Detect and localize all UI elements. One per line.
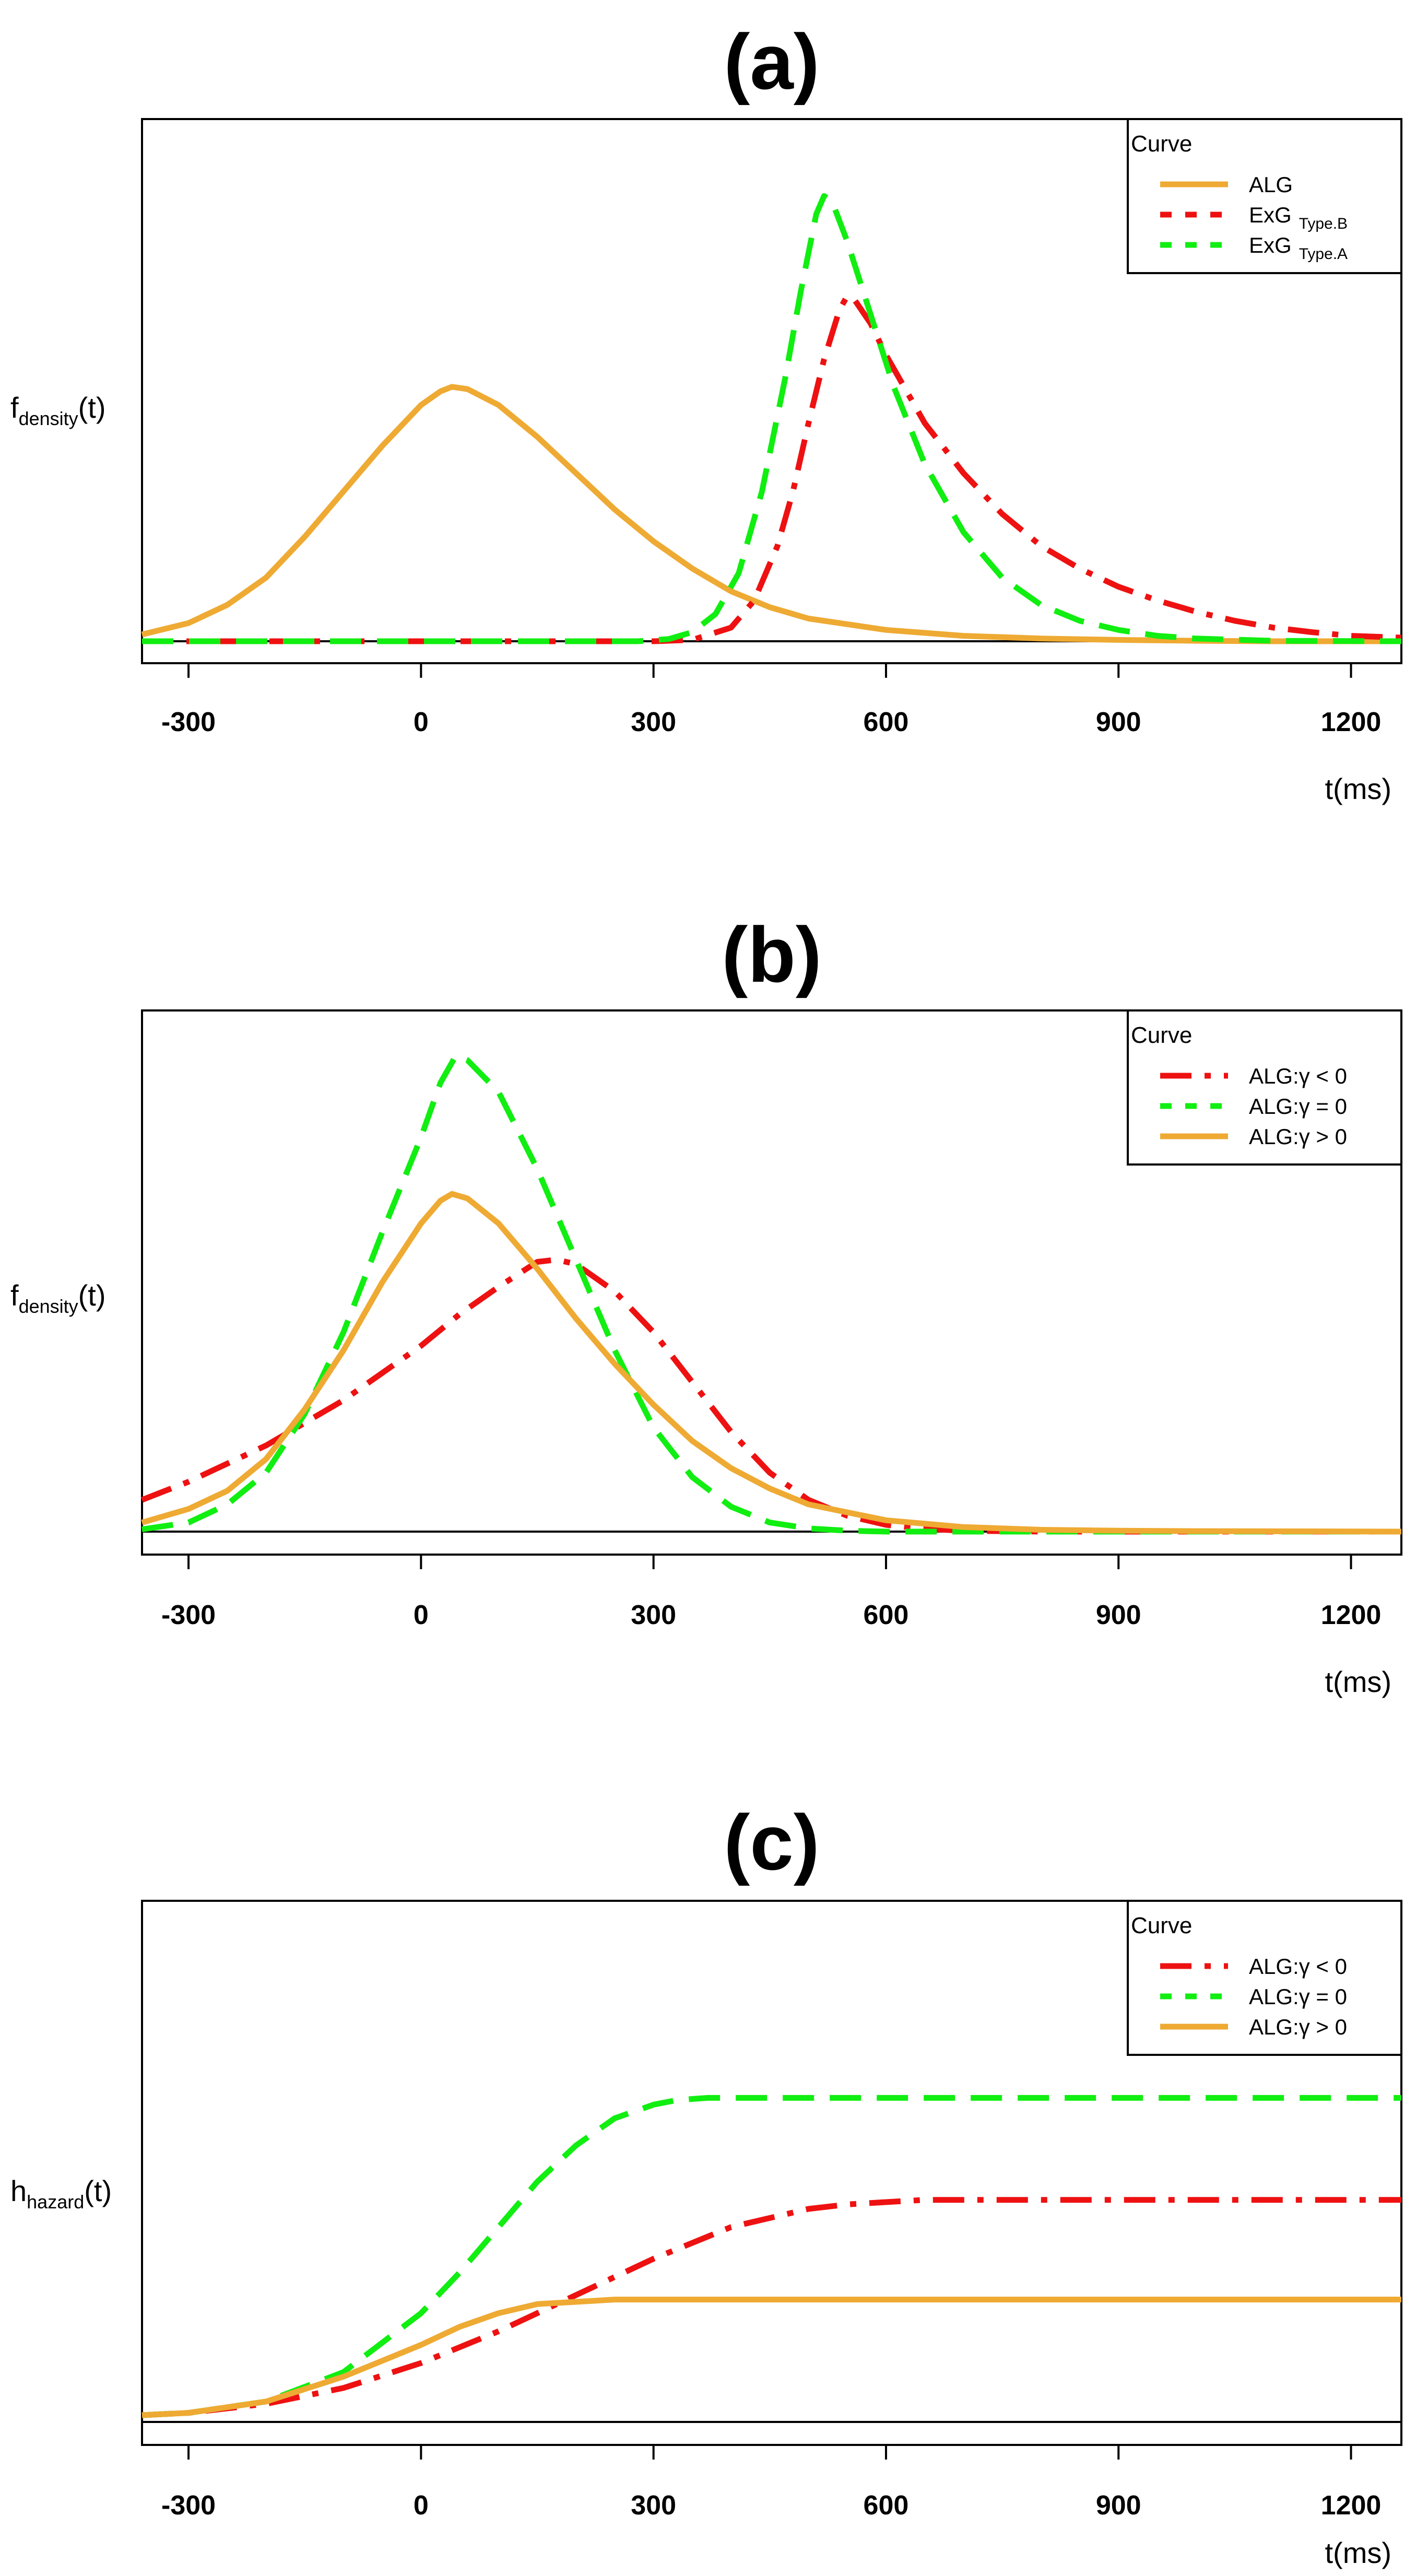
legend-label: ALG:γ < 0 [1249,1954,1347,1979]
x-tick-label: 0 [414,1600,429,1630]
y-axis-label: hhazard(t) [10,2174,112,2213]
x-tick-label: 300 [631,1600,676,1630]
x-tick-label: 900 [1096,707,1141,737]
chart-panel-a: (a) -300 0 300 600 900 1200 t(ms) fdensity(t) Cur… [10,18,1402,805]
chart-panel-c: (c) -300 0 300 600 900 1200 t(ms) hhazard(t) Curv… [10,1798,1402,2569]
plot-frame [141,1009,1402,1556]
plot-frame [141,118,1402,664]
x-tick-label: 600 [864,1600,909,1630]
legend-label: ALG:γ < 0 [1249,1064,1347,1088]
legend-label: ALG:γ = 0 [1249,1984,1347,2009]
legend-label: ALG:γ > 0 [1249,2015,1347,2039]
x-tick-label: 1200 [1321,2490,1382,2521]
panel-title: (c) [724,1798,819,1886]
series-line-3 [142,193,1402,644]
x-tick-label: -300 [161,707,216,737]
x-tick-label: 0 [414,2490,429,2521]
x-axis-label: t(ms) [1325,2536,1391,2569]
x-tick-label: 1200 [1321,707,1382,737]
panel-title: (b) [722,911,822,998]
series-line-1 [141,384,1401,644]
y-axis-label: fdensity(t) [10,1279,106,1317]
legend-label: ALG:γ > 0 [1249,1124,1347,1149]
legend-label: ALG [1249,172,1293,197]
x-tick-label: 1200 [1321,1600,1382,1630]
x-tick-label: 900 [1096,2490,1141,2521]
x-tick-label: 600 [864,707,909,737]
legend-title: Curve [1131,1913,1192,1938]
x-axis-label: t(ms) [1325,772,1391,805]
legend-label: ExG Type.A [1249,233,1348,263]
series-line-2 [141,1053,1401,1535]
series-line-1 [141,1256,1401,1535]
legend-box [1127,118,1402,274]
x-tick-label: 300 [631,2490,676,2521]
legend-title: Curve [1131,1022,1192,1048]
series-line-3 [141,2297,1401,2418]
x-tick-label: 0 [414,707,429,737]
series-line-1 [141,2197,1401,2418]
x-tick-label: 300 [631,707,676,737]
y-axis-label: fdensity(t) [10,391,106,429]
panel-title: (a) [724,18,819,105]
legend: Curve ALG:γ < 0 ALG:γ = 0 ALG:γ > 0 [1127,1009,1402,1166]
legend-title: Curve [1131,131,1192,157]
series-line-2 [142,293,1402,644]
legend-label: ExG Type.B [1249,203,1348,232]
legend-label: ALG:γ = 0 [1249,1094,1347,1119]
series-line-3 [141,1191,1402,1535]
legend: Curve ALG:γ < 0 ALG:γ = 0 ALG:γ > 0 [1127,1900,1402,2056]
x-tick-label: -300 [161,1600,216,1630]
x-axis-label: t(ms) [1325,1665,1391,1698]
x-tick-label: 900 [1096,1600,1141,1630]
chart-panel-b: (b) -300 0 300 600 900 1200 t(ms) fdensity(t) Cur… [10,911,1402,1698]
x-tick-label: -300 [161,2490,216,2521]
plot-frame [141,1900,1402,2446]
x-tick-label: 600 [864,2490,909,2521]
